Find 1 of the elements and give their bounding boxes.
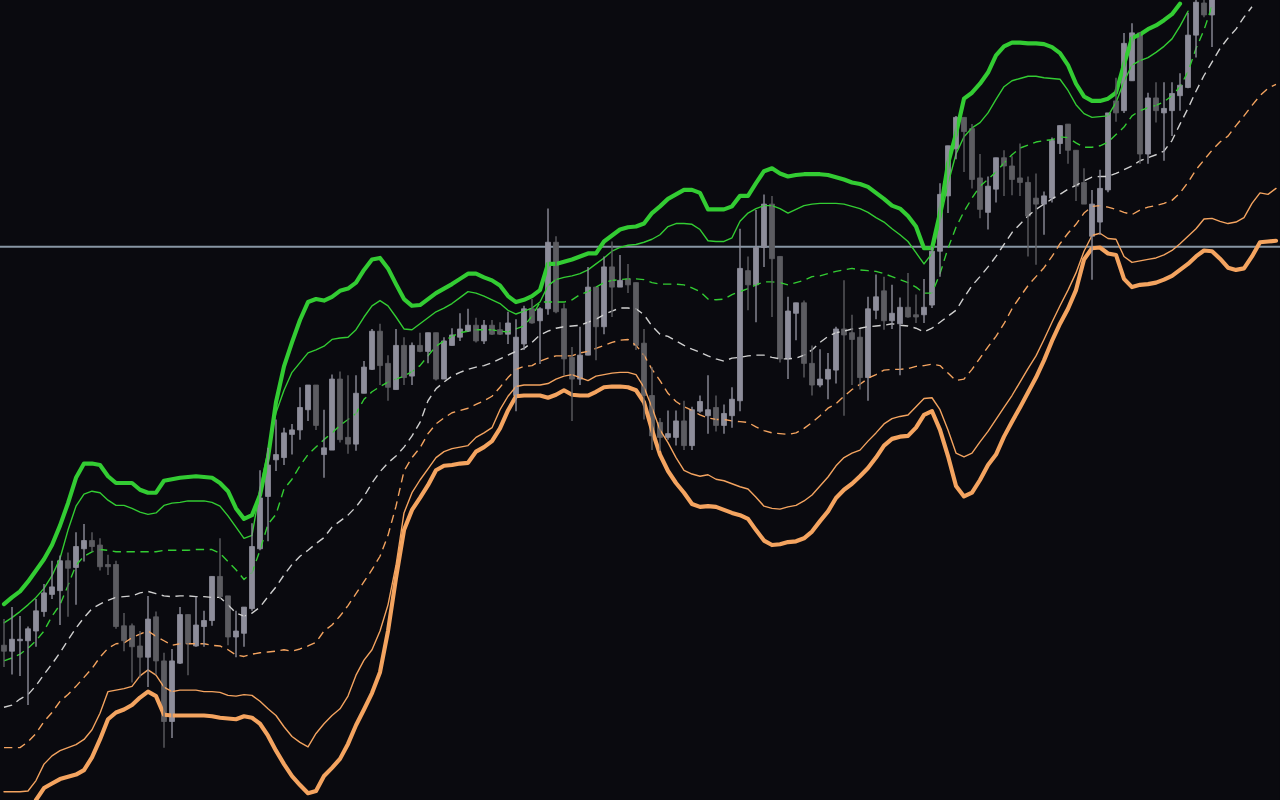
candlestick bbox=[913, 293, 919, 324]
